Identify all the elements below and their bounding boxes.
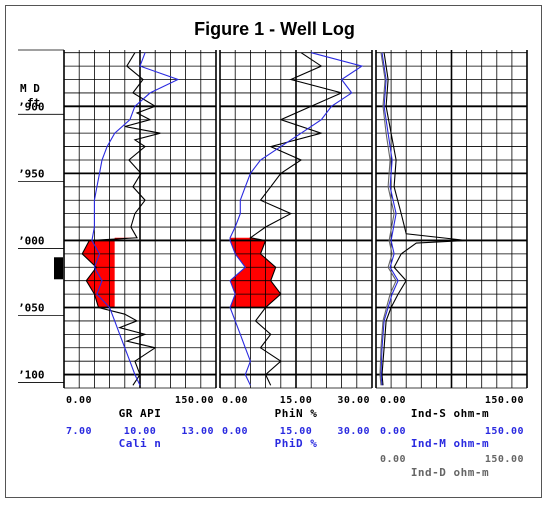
track-3-indd-name: Ind-D ohm-m [411, 466, 489, 479]
track-1-cali-name: Cali n [119, 437, 162, 450]
track-2-phid-min-label: 0.00 [222, 426, 248, 437]
track-2-curve-phid- [229, 52, 364, 386]
track-1-gr-name: GR API [119, 407, 162, 420]
depth-tick-label: ’900 [18, 100, 45, 113]
track-1-cali-max-label: 13.00 [181, 426, 214, 437]
depth-tick-label: ’050 [18, 302, 45, 315]
track-2-phid-name: PhiD % [275, 437, 318, 450]
track-2-phin-mid-label: 15.00 [280, 395, 313, 406]
depth-tick-label: ’100 [18, 369, 45, 382]
track-3-curve-ind-s-ohm-m [381, 52, 467, 386]
track-1-cali-min-label: 7.00 [66, 426, 92, 437]
depth-axis-label-ft: ft [27, 96, 40, 109]
depth-tick-label: ’950 [18, 167, 45, 180]
track-3-inds-min-label: 0.00 [380, 395, 406, 406]
track-3-indm-min-label: 0.00 [380, 426, 406, 437]
track-1-curve-cali-n [91, 52, 180, 386]
track-2-phin-max-label: 30.00 [337, 395, 370, 406]
depth-tick-label: ’000 [18, 234, 45, 247]
track-2-phin-name: PhiN % [275, 407, 318, 420]
track-1-gr-max-label: 150.00 [175, 395, 214, 406]
track-3-indm-max-label: 150.00 [485, 426, 524, 437]
depth-marker [54, 257, 63, 280]
track-2-phid-mid-label: 15.00 [280, 426, 313, 437]
chart-title: Figure 1 - Well Log [194, 19, 355, 39]
track-2-curve-phin- [249, 52, 344, 386]
track-3-inds-name: Ind-S ohm-m [411, 407, 489, 420]
track-3-curve-ind-m-ohm-m [380, 52, 399, 386]
track-2-phin-min-label: 0.00 [222, 395, 248, 406]
track-3-indd-min-label: 0.00 [380, 454, 406, 465]
track-3-indd-max-label: 150.00 [485, 454, 524, 465]
track-3-inds-max-label: 150.00 [485, 395, 524, 406]
phi-crossover-fill [230, 237, 281, 308]
track-1-curve-gr-api [81, 52, 161, 386]
track-1-gr-min-label: 0.00 [66, 395, 92, 406]
track-1-cali-mid-label: 10.00 [124, 426, 157, 437]
track-3-indm-name: Ind-M ohm-m [411, 437, 489, 450]
track-3-curve-ind-d-ohm-m [379, 52, 397, 386]
depth-axis-label-md: M D [20, 82, 40, 95]
track-2-phid-max-label: 30.00 [337, 426, 370, 437]
